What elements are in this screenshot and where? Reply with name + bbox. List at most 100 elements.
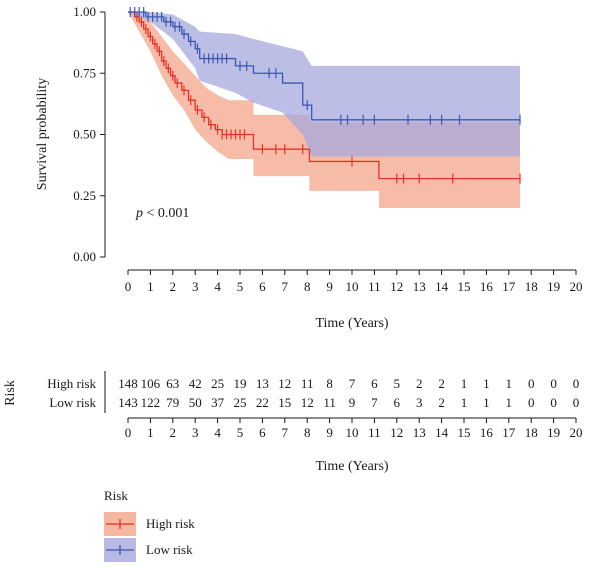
risk-x-tick-label: 12 [390,425,403,440]
ci-band-high-risk [128,12,520,208]
risk-x-tick-label: 9 [326,425,333,440]
risk-x-tick-label: 20 [570,425,583,440]
risk-count: 1 [461,395,468,410]
risk-x-tick-label: 17 [502,425,516,440]
risk-count: 7 [349,376,356,391]
risk-count: 25 [234,395,247,410]
y-tick-label: 0.50 [73,127,96,142]
risk-count: 15 [278,395,291,410]
risk-count: 0 [573,395,580,410]
risk-x-ticks: 0 1 2 3 4 5 6 7 8 9 10 11 12 13 14 15 16 17 18 19 20 [125,418,583,440]
risk-count: 7 [371,395,378,410]
survival-curve-high-risk [128,11,520,180]
p-value-text: < 0.001 [143,206,189,221]
risk-row-label-low: Low risk [49,395,96,410]
risk-x-tick-label: 3 [192,425,199,440]
risk-table-x-title: Time (Years) [315,459,388,474]
x-tick-label: 7 [282,279,289,294]
risk-count: 11 [301,376,314,391]
risk-count: 9 [349,395,356,410]
risk-x-tick-label: 4 [214,425,221,440]
risk-count: 50 [189,395,202,410]
x-tick-label: 2 [170,279,177,294]
risk-count: 6 [371,376,378,391]
risk-x-tick-label: 8 [304,425,311,440]
x-axis: 0 1 2 3 4 5 6 7 8 9 10 11 12 13 14 15 16 17 18 19 20 Time (Y… [125,269,583,331]
risk-count: 42 [189,376,202,391]
risk-count: 0 [573,376,580,391]
x-tick-label: 5 [237,279,244,294]
x-tick-label: 10 [346,279,359,294]
risk-count: 106 [141,376,161,391]
risk-count: 11 [323,395,336,410]
risk-table-title: Risk [3,380,18,406]
legend: Risk High risk Low risk [104,488,195,562]
risk-count: 0 [528,376,535,391]
risk-x-tick-label: 6 [259,425,266,440]
risk-count: 13 [256,376,269,391]
risk-count: 8 [326,376,333,391]
x-tick-label: 20 [570,279,583,294]
x-tick-label: 3 [192,279,199,294]
risk-count: 0 [528,395,535,410]
x-tick-label: 15 [458,279,471,294]
risk-count: 2 [416,376,423,391]
x-tick-label: 12 [390,279,403,294]
risk-count: 143 [118,395,138,410]
risk-x-tick-label: 0 [125,425,132,440]
risk-count: 122 [141,395,161,410]
risk-count: 0 [550,395,557,410]
y-tick-label: 0.25 [73,188,96,203]
risk-table: Risk High risk Low risk 148 106 63 42 25 19 13… [3,371,583,474]
risk-count: 12 [278,376,291,391]
p-value-annotation: p < 0.001 [135,206,189,221]
risk-count: 19 [234,376,247,391]
risk-x-tick-label: 10 [346,425,359,440]
risk-count: 25 [211,376,224,391]
plot-area [128,7,521,208]
risk-count: 22 [256,395,269,410]
x-tick-label: 9 [326,279,333,294]
risk-x-tick-label: 13 [413,425,426,440]
x-tick-label: 1 [147,279,154,294]
x-tick-label: 8 [304,279,311,294]
risk-count: 3 [416,395,423,410]
x-tick-label: 6 [259,279,266,294]
risk-count: 1 [483,395,490,410]
y-axis-title: Survival probability [35,78,50,190]
risk-x-tick-label: 14 [435,425,449,440]
risk-count: 1 [506,376,513,391]
legend-label-low-risk: Low risk [146,542,193,557]
risk-count: 79 [166,395,179,410]
risk-count: 2 [438,395,445,410]
risk-count: 0 [550,376,557,391]
x-tick-label: 14 [435,279,449,294]
legend-item-low-risk: Low risk [104,538,193,562]
x-axis-title: Time (Years) [315,316,388,331]
x-tick-label: 17 [502,279,516,294]
risk-x-tick-label: 1 [147,425,154,440]
legend-label-high-risk: High risk [146,516,195,531]
legend-item-high-risk: High risk [104,512,195,536]
x-tick-label: 18 [525,279,538,294]
risk-x-tick-label: 19 [547,425,560,440]
risk-x-tick-label: 5 [237,425,244,440]
legend-title: Risk [104,488,128,503]
x-tick-label: 13 [413,279,426,294]
risk-count: 63 [166,376,179,391]
risk-row-label-high: High risk [47,376,96,391]
risk-count: 5 [394,376,401,391]
y-tick-label: 0.00 [73,249,96,264]
risk-x-tick-label: 11 [368,425,381,440]
risk-count: 2 [438,376,445,391]
risk-count: 148 [118,376,138,391]
risk-count: 1 [506,395,513,410]
x-tick-label: 4 [214,279,221,294]
y-axis: 0.00 0.25 0.50 0.75 1.00 Survival probabilit… [35,4,106,264]
risk-x-tick-label: 7 [282,425,289,440]
x-tick-label: 19 [547,279,560,294]
risk-x-tick-label: 18 [525,425,538,440]
x-tick-label: 16 [480,279,494,294]
